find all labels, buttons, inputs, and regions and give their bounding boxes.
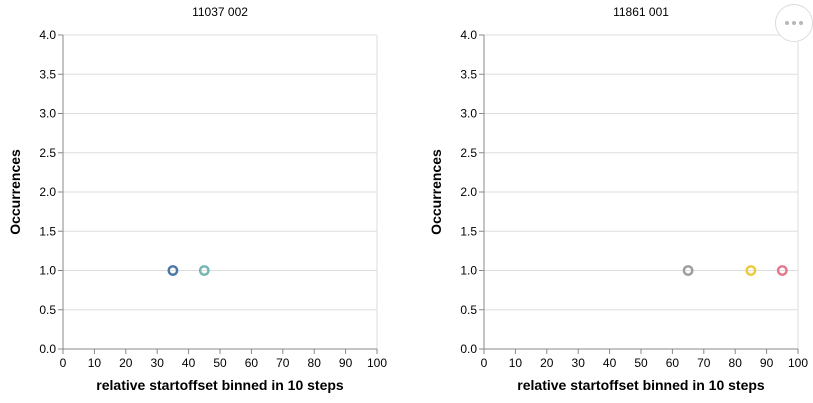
x-tick-label: 80 [308, 356, 322, 370]
x-tick-label: 50 [634, 356, 648, 370]
x-tick-label: 100 [367, 356, 387, 370]
chart-panel-2: 11861 001 0.0 0.5 1.0 1.5 2.0 2.5 3.0 3.5 4.0 0 10 2… [428, 5, 808, 393]
y-tick-label: 0.0 [39, 342, 56, 356]
x-tick-label: 0 [481, 356, 488, 370]
x-axis-title: relative startoffset binned in 10 steps [96, 377, 344, 393]
x-tick-label: 60 [245, 356, 259, 370]
x-tick-label: 70 [276, 356, 290, 370]
y-tick-label: 1.5 [39, 224, 56, 238]
y-tick-label: 3.0 [460, 107, 477, 121]
x-tick-label: 70 [697, 356, 711, 370]
y-tick-label: 1.0 [460, 264, 477, 278]
x-tick-label: 0 [60, 356, 67, 370]
y-axis-title: Occurrences [428, 149, 444, 235]
x-tick-label: 40 [182, 356, 196, 370]
x-tick-label: 20 [540, 356, 554, 370]
y-tick-label: 3.5 [460, 67, 477, 81]
y-tick-label: 0.5 [460, 303, 477, 317]
y-tick-label: 3.0 [39, 107, 56, 121]
y-tick-label: 2.0 [460, 185, 477, 199]
x-tick-label: 10 [88, 356, 102, 370]
x-axis-title: relative startoffset binned in 10 steps [517, 377, 765, 393]
x-tick-label: 10 [509, 356, 523, 370]
y-tick-label: 4.0 [39, 28, 56, 42]
x-tick-label: 90 [760, 356, 774, 370]
y-tick-label: 1.0 [39, 264, 56, 278]
y-tick-label: 4.0 [460, 28, 477, 42]
chart-title: 11861 001 [613, 5, 669, 19]
y-tick-label: 2.5 [460, 146, 477, 160]
x-tick-label: 30 [572, 356, 586, 370]
x-tick-label: 50 [213, 356, 227, 370]
x-tick-label: 90 [339, 356, 353, 370]
x-tick-label: 20 [119, 356, 133, 370]
y-tick-label: 0.5 [39, 303, 56, 317]
y-tick-label: 3.5 [39, 67, 56, 81]
x-tick-label: 40 [603, 356, 617, 370]
chart-title: 11037 002 [192, 5, 248, 19]
more-options-button[interactable] [775, 4, 813, 42]
y-tick-label: 1.5 [460, 224, 477, 238]
x-tick-label: 80 [729, 356, 743, 370]
chart-panel-1: 11037 002 0.0 0.5 1.0 1.5 2.0 2.5 3.0 3.5 4.0 0 10 2… [7, 5, 387, 393]
more-horizontal-icon [784, 21, 805, 25]
y-tick-label: 2.5 [39, 146, 56, 160]
y-tick-label: 2.0 [39, 185, 56, 199]
x-tick-label: 60 [666, 356, 680, 370]
y-tick-label: 0.0 [460, 342, 477, 356]
x-tick-label: 100 [788, 356, 808, 370]
y-axis-title: Occurrences [7, 149, 23, 235]
x-tick-label: 30 [151, 356, 165, 370]
